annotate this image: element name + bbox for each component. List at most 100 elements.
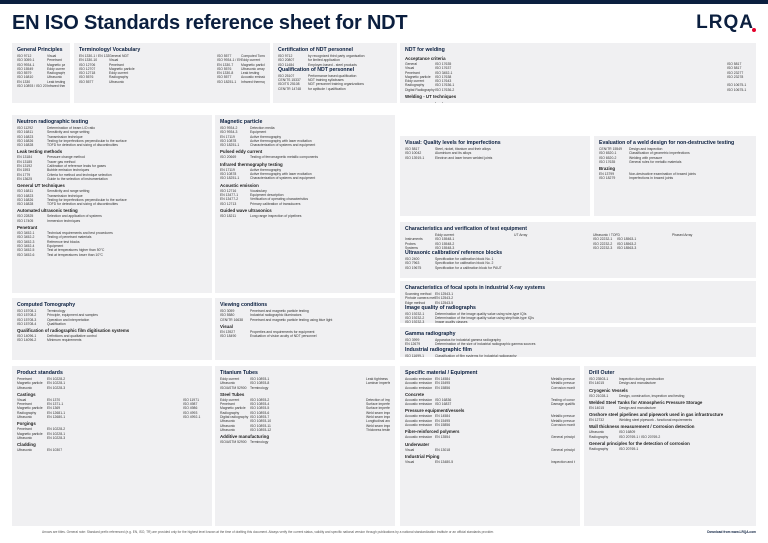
standard-cell: EN 10228-3 [47,385,66,390]
standard-cell: EN 15495 [435,381,451,386]
standard-cell: Tracer gas method [47,159,76,164]
standard-row: Acoustic emission EN 14584 Metallic pressu… [405,414,575,418]
standard-cell: Transmission technique [47,193,83,198]
standard-cell: Scanning method [405,292,432,296]
header: EN ISO Standards reference sheet for NDT… [12,11,756,37]
standard-cell: Design and manufacture [619,381,656,386]
standard-cell: ISO 10893-2 [250,397,270,402]
standard-cell: Instruments [405,237,423,242]
standard-cell: for limited application [308,58,340,63]
standard-cell: Metallic pressure equipment during proof… [551,381,575,386]
standard-cell: ISO 15708-1 [17,309,37,313]
section-title: Cryogenic Vessels [589,387,628,393]
standard-cell: Visual [47,54,57,58]
standard-cell: ISO 17638 [435,74,452,79]
standard-row: Ultrasonic ISO 10893-8 Laminar imperfectio… [220,381,390,385]
standard-row: ISO 10893 / ISO 20769Infrared thermograp… [17,84,65,88]
standard-cell: Design and inspection [629,147,663,151]
standard-cell [183,448,207,452]
standard-cell: Terminology [250,440,269,445]
standard-row: ISO 16826 Testing for imperfections perpe… [17,198,207,202]
standard-row: ISO 15708-2 Principle, equipment and samp… [17,313,207,317]
panel-subtitle: Acceptance criteria [405,56,446,61]
standard-cell: Specification for calibration block No. … [435,261,494,266]
standard-row: EN 1593 Bubble emission techniques [17,168,207,172]
standard-row: Penetrant EN 10228-2 [17,427,207,431]
standard-cell: ISO 10675-1 [727,83,747,88]
standard-cell: Magnetic particle [47,62,65,67]
standard-cell: ISO 15708-2 [17,313,37,318]
panel-title: Visual: Quality levels for imperfections [405,140,501,146]
standard-row: ISO 16826 Testing for imperfections perpe… [17,139,207,143]
panel-certification: Certification of NDT personnel ISO 9712 by… [273,43,397,103]
standard-cell: ISO 3999 [405,338,420,342]
standard-cell: ISO 6520-1 [599,151,617,156]
standard-cell: ISO 15549 [17,66,34,71]
standard-row: ISO 6520-2 Welding with pressure [599,156,751,160]
standard-cell: Specification for calibration block No. … [435,257,494,262]
standard-row: EN 12732 Welding steel pipework - functio… [589,418,751,422]
standard-cell: ISO 9934-1 [17,62,35,67]
standard-row: Acoustic emission ISO 16837 Damage qualifi… [405,402,575,406]
standard-row: ISO 3059 Penetrant and magnetic particle … [220,309,390,313]
standard-row: Visual EN 1370 ISO 11971 [17,398,207,402]
standard-row: ISO/TS 25108 NDT personnel training organ… [278,82,392,86]
standard-cell: Eddy current [109,71,129,76]
standard-cell: EN 13477-1 [220,192,239,197]
standard-row: Magnetic particle ISO 10893-5 Surface impe… [220,406,390,410]
standard-row: ISO 15708-1 Terminology [17,309,207,313]
standard-cell: Acoustic emission [405,418,433,423]
standard-cell: Operation and interpretation [47,317,90,322]
standard-row: EN 13477-2 Verification of operating char… [220,197,390,201]
standard-cell: Acoustic emission [405,414,433,419]
standard-cell: ISO 3452-1 [435,70,453,75]
panel-title: Image quality of radiographs [405,304,476,311]
standard-cell: EN 1330-7 [217,62,234,67]
standard-cell: Magnetic particle [109,66,135,71]
standard-row: ISO 3452-3 Reference test blocks [17,240,207,244]
standard-cell: ISO 14096-1 [17,334,37,339]
standard-cell: Apparatus for industrial gamma radiograp… [435,338,501,342]
standard-cell: EN 10228-3 [47,435,66,440]
panel-specific-material: Specific material / Equipment Acoustic em… [400,366,580,526]
standard-row: ISO 11484 Employer-based - steel products [278,63,392,67]
standard-cell: ISO 16828 [17,202,34,207]
standard-cell: Weld seam imperfections [366,410,390,415]
panel-title: Product standards [17,370,63,376]
section-title: Leak testing methods [17,149,63,155]
standard-cell: ISO 16826 [17,197,34,202]
standard-cell: ISO 15548-2 [435,241,455,246]
standard-cell: EN 1371-1 [47,402,64,407]
standard-row: Acoustic emission EN 15495 Metallic pressu… [405,419,575,423]
standard-cell: Leak tightness [366,377,388,381]
standard-row: ISO 14096-1 Definitions and qualitative c… [17,334,207,338]
logo-dot-icon [752,28,756,32]
standard-cell: Penetrant [109,62,124,67]
standard-row: Ultrasonic ISO 10893-12 Thickness testing [220,428,390,432]
standard-row: EN 1779 Criteria for method and technique… [17,173,207,177]
standard-row: ISO 9712 Visual [17,54,65,58]
panel-title: Characteristics of focal spots in indust… [405,285,546,291]
standard-cell: Terminology [47,309,66,313]
standard-row: ISO 5580 Industrial radiographic illumina… [220,313,390,317]
standard-cell: EN 1369 [47,406,61,411]
standard-cell: Equipment description [250,192,284,197]
standard-row: ISO 18251-1 Characterization of systems a… [220,176,390,180]
standard-cell: ISO 16837 [435,402,452,407]
standard-cell: Corrosion monitoring [551,385,575,390]
standard-row: ISO 3059-1 Penetrant [17,58,65,62]
panel-title: Drill Outer [589,370,615,376]
standard-cell: Penetrant [220,402,235,407]
standard-cell: ISO 17643 [435,79,452,84]
standard-row: ISO 18490 Evaluation of vision acuity of … [220,334,390,338]
standard-cell: Ultrasonic [220,381,236,386]
standard-cell: Active thermography with laser excitatio… [250,138,312,143]
standard-row: Instruments ISO 15548-1 ISO 22232-1 ISO 185… [405,237,751,241]
standard-cell: ISO 19232-1 [405,311,425,316]
standard-row: Magnetic particle EN 10228-1 [17,432,207,436]
standard-cell: Leak testing [241,71,260,76]
standard-cell: ISO 22232-2 [593,241,613,246]
standard-row: EN 13185 Tracer gas method [17,160,207,164]
download-link[interactable]: Download from www.LRQA.com [707,530,756,534]
